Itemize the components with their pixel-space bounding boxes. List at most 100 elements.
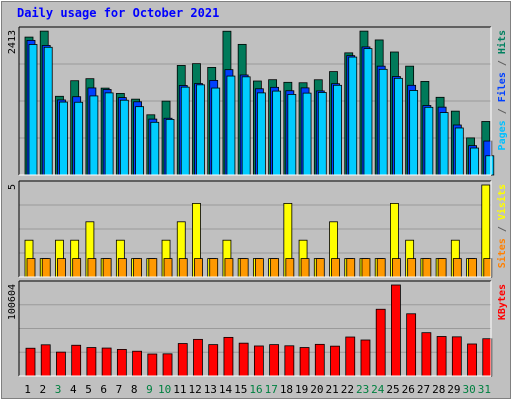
bar-pages-day-16 [256,92,266,176]
bar-sites-day-16 [254,258,264,278]
day-label-10: 10 [158,383,171,396]
bar-kbytes-day-11 [177,343,188,377]
bar-kbytes-day-31 [482,338,493,377]
bar-pages-day-2 [43,46,53,176]
bar-sites-day-17 [270,258,280,278]
bar-kbytes-day-8 [132,350,142,377]
bar-sites-day-28 [437,258,447,278]
bar-pages-day-4 [74,101,84,176]
bar-pages-day-21 [333,84,342,176]
day-label-23: 23 [356,383,369,396]
day-label-22: 22 [341,383,354,396]
bar-sites-day-9 [148,258,158,278]
bar-sites-day-4 [72,258,82,278]
bar-sites-day-26 [407,258,417,278]
axis-title-part: / [497,220,508,238]
day-label-15: 15 [234,383,247,396]
bar-sites-day-11 [178,258,188,278]
bar-sites-day-14 [224,258,234,278]
bar-kbytes-day-28 [436,336,447,377]
panel-visits-sites-max-label: 5 [7,184,18,190]
bar-kbytes-day-4 [71,344,82,377]
bar-sites-day-13 [209,258,219,278]
axis-title-part: KBytes [497,284,508,320]
bar-kbytes-day-29 [451,336,462,377]
day-label-8: 8 [131,383,138,396]
day-label-13: 13 [204,383,217,396]
day-label-21: 21 [326,383,339,396]
bar-kbytes-day-13 [208,344,219,377]
panel-kbytes-max-label: 100604 [7,284,18,320]
day-label-1: 1 [24,383,31,396]
panel-visits-sites-axis-title: Sites / Visits [496,184,508,268]
bar-sites-day-19 [300,258,310,278]
day-label-4: 4 [70,383,77,396]
bar-pages-day-14 [226,75,236,176]
bar-kbytes-day-5 [86,347,97,377]
bar-kbytes-day-17 [269,344,280,377]
bar-kbytes-day-24 [375,308,386,377]
bar-sites-day-12 [194,258,203,278]
bar-pages-day-25 [394,77,403,176]
bar-pages-day-28 [439,112,449,176]
bar-sites-day-21 [331,258,340,278]
bar-sites-day-23 [361,258,371,278]
bar-kbytes-day-1 [25,347,36,377]
bar-pages-day-20 [317,92,327,176]
bar-kbytes-day-16 [253,345,264,377]
bar-sites-day-8 [133,258,142,278]
bar-kbytes-day-22 [345,336,356,377]
bar-pages-day-5 [89,95,99,176]
bar-kbytes-day-3 [56,351,66,377]
axis-title-part: Visits [496,184,508,220]
bar-pages-day-29 [454,127,464,176]
day-label-20: 20 [310,383,323,396]
bar-pages-day-10 [165,119,175,176]
bar-sites-day-7 [117,258,127,278]
bar-pages-day-1 [28,44,38,176]
bar-sites-day-24 [376,258,386,278]
day-label-9: 9 [146,383,153,396]
bar-kbytes-day-6 [101,347,112,377]
panel-hits-files-pages-axis-title: Pages / Files / Hits [496,30,508,150]
day-label-19: 19 [295,383,308,396]
bar-kbytes-day-19 [299,347,310,377]
day-label-28: 28 [432,383,445,396]
day-label-30: 30 [463,383,476,396]
bar-pages-day-22 [348,56,358,176]
bar-sites-day-27 [422,258,432,278]
bar-pages-day-3 [59,101,68,176]
bar-kbytes-day-12 [193,338,203,377]
day-label-17: 17 [265,383,278,396]
bar-kbytes-day-25 [391,284,401,377]
bar-kbytes-day-18 [284,345,295,377]
bar-sites-day-15 [239,258,249,278]
day-label-3: 3 [55,383,62,396]
bar-sites-day-25 [392,258,401,278]
chart-title: Daily usage for October 2021 [17,6,220,20]
bar-sites-day-3 [57,258,66,278]
bar-sites-day-22 [346,258,356,278]
bar-pages-day-17 [272,90,282,176]
day-label-26: 26 [402,383,415,396]
day-label-31: 31 [478,383,491,396]
bar-pages-day-26 [409,90,419,176]
bar-kbytes-day-14 [223,336,234,377]
bar-kbytes-day-21 [330,345,340,377]
bar-pages-day-27 [424,106,434,176]
day-label-16: 16 [249,383,262,396]
bar-kbytes-day-30 [467,343,477,377]
bar-sites-day-1 [26,258,36,278]
day-label-18: 18 [280,383,293,396]
day-label-5: 5 [85,383,92,396]
bar-pages-day-30 [470,147,479,176]
bar-pages-day-15 [241,76,251,176]
day-label-24: 24 [371,383,385,396]
day-label-6: 6 [100,383,107,396]
bar-pages-day-31 [485,155,495,176]
axis-title-part: Files [496,72,508,102]
bar-kbytes-day-9 [147,353,158,377]
